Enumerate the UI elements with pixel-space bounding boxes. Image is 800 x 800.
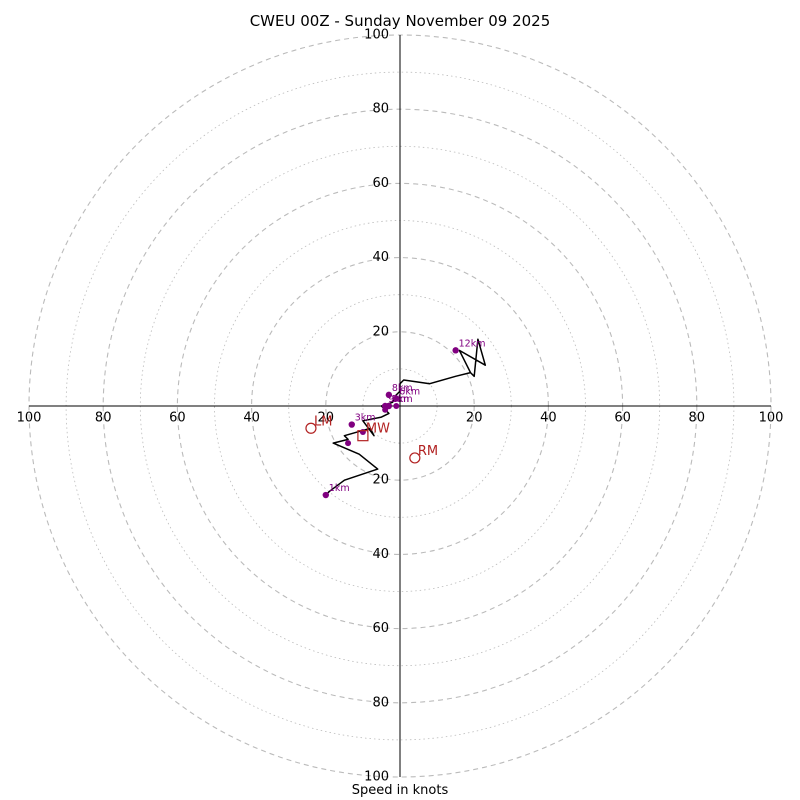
tick-label-x-pos-100: 100 [759, 411, 784, 426]
tick-labels: 20 20 20 20 40 40 40 40 60 60 60 60 80 80 80 80 100 100 10… [17, 28, 784, 785]
tick-label-y-neg-20: 20 [372, 473, 389, 488]
tick-label-y-pos-80: 80 [372, 102, 389, 117]
tick-label-x-pos-40: 40 [540, 411, 557, 426]
hodograph-trace [325, 338, 487, 496]
tick-label-y-neg-60: 60 [372, 621, 389, 636]
storm-label-lm: LM [314, 414, 332, 429]
storm-label-mw: MW [366, 422, 390, 437]
tick-label-x-neg-100: 100 [17, 411, 42, 426]
height-marker-8km [385, 391, 393, 399]
tick-label-x-pos-60: 60 [614, 411, 631, 426]
profile-point-0 [345, 440, 352, 447]
height-marker-label-1km: 1km [329, 483, 350, 494]
height-marker-1km [322, 491, 329, 499]
height-marker-label-5km: 5km [392, 394, 413, 405]
height-marker-label-9km: 9km [388, 394, 409, 405]
tick-label-y-neg-40: 40 [372, 547, 389, 562]
tick-label-y-neg-100: 100 [364, 770, 389, 785]
storm-marker-mw [357, 430, 369, 442]
storm-marker-rm [409, 452, 421, 464]
height-marker-label-12km: 12km [459, 338, 486, 349]
height-marker-label-6km: 6km [399, 387, 420, 398]
height-marker-3km [348, 421, 355, 428]
tick-label-y-pos-60: 60 [372, 176, 389, 191]
chart-title: CWEU 00Z - Sunday November 09 2025 [249, 12, 551, 30]
tick-label-y-neg-80: 80 [372, 695, 389, 710]
tick-label-x-pos-20: 20 [466, 411, 483, 426]
storm-motion-markers: LM RM MW [305, 414, 438, 464]
height-marker-12km [452, 347, 459, 354]
hodograph-line [325, 338, 487, 496]
x-axis-label: Speed in knots [351, 783, 449, 798]
profile-point-2 [382, 406, 389, 413]
tick-label-x-pos-80: 80 [689, 411, 706, 426]
tick-label-x-neg-20: 20 [318, 411, 335, 426]
tick-label-x-neg-40: 40 [243, 411, 260, 426]
storm-marker-lm [305, 422, 317, 434]
height-marker-6km [393, 395, 400, 402]
height-marker-label-8km: 8km [392, 383, 413, 394]
height-marker-label-3km: 3km [355, 413, 376, 424]
axes [29, 35, 771, 777]
tick-label-y-pos-20: 20 [372, 324, 389, 339]
tick-label-x-neg-60: 60 [169, 411, 186, 426]
tick-label-y-pos-40: 40 [372, 250, 389, 265]
tick-label-x-neg-80: 80 [95, 411, 112, 426]
storm-label-rm: RM [418, 444, 438, 459]
tick-label-y-pos-100: 100 [364, 28, 389, 43]
profile-point-3 [393, 403, 400, 409]
